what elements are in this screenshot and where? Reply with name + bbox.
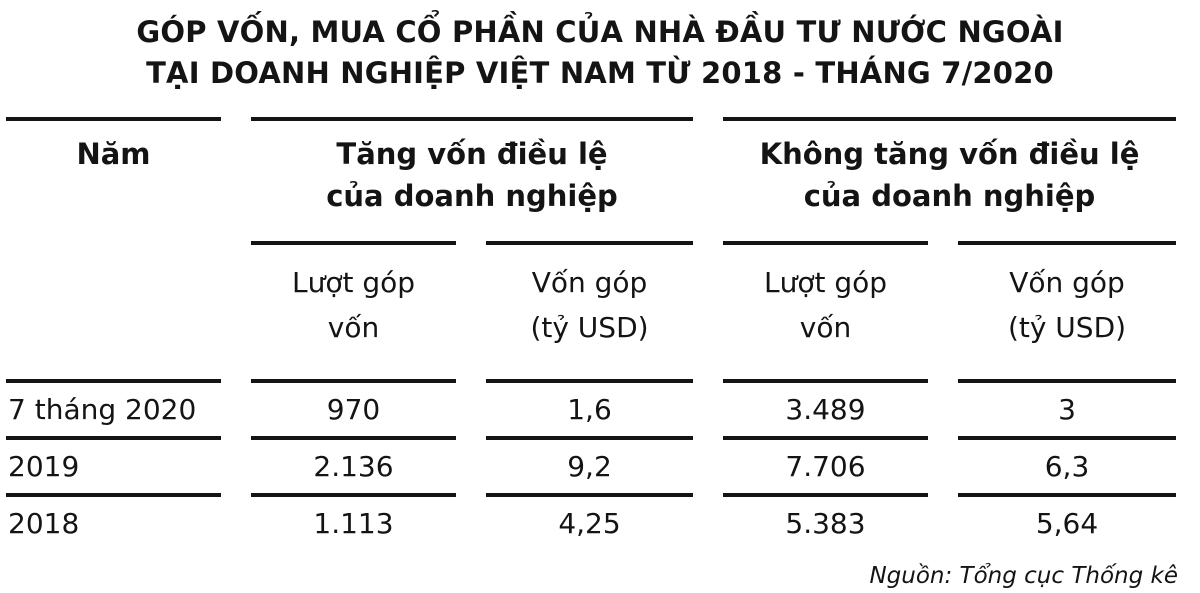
chart-title-line2: TẠI DOANH NGHIỆP VIỆT NAM TỪ 2018 - THÁN… bbox=[146, 56, 1054, 90]
row-1-value-cell: 6,3 bbox=[958, 436, 1176, 493]
row-2-value-cell: 5.383 bbox=[723, 493, 928, 550]
row-2-value-cell: 1.113 bbox=[251, 493, 456, 550]
subheader-luot-gop-von-1-line2: vốn bbox=[327, 311, 380, 344]
group-header-tang-von-line2: của doanh nghiệp bbox=[326, 179, 618, 213]
chart-title: GÓP VỐN, MUA CỔ PHẦN CỦA NHÀ ĐẦU TƯ NƯỚC… bbox=[0, 12, 1200, 94]
subheader-von-gop-1-line1: Vốn góp bbox=[531, 266, 648, 299]
row-2-value-cell: 4,25 bbox=[486, 493, 693, 550]
subheader-luot-gop-von-2-line1: Lượt góp bbox=[763, 266, 888, 299]
subheader-luot-gop-von-1-line1: Lượt góp bbox=[291, 266, 416, 299]
subheader-von-gop-1-line2: (tỷ USD) bbox=[530, 311, 649, 344]
row-0-year-cell: 7 tháng 2020 bbox=[6, 379, 221, 436]
year-column-header: Năm bbox=[6, 117, 221, 241]
subheader-luot-gop-von-2-line2: vốn bbox=[799, 311, 852, 344]
subheader-von-gop-2: Vốn góp (tỷ USD) bbox=[958, 241, 1176, 379]
group-header-tang-von-dieu-le: Tăng vốn điều lệ của doanh nghiệp bbox=[251, 117, 693, 241]
subheader-luot-gop-von-2: Lượt góp vốn bbox=[723, 241, 928, 379]
row-1-value-cell: 7.706 bbox=[723, 436, 928, 493]
group-header-khong-tang-von-line2: của doanh nghiệp bbox=[803, 179, 1096, 213]
group-header-khong-tang-von-line1: Không tăng vốn điều lệ bbox=[759, 137, 1140, 171]
row-0-value-cell: 3 bbox=[958, 379, 1176, 436]
group-header-tang-von-line1: Tăng vốn điều lệ bbox=[336, 137, 608, 171]
subheader-luot-gop-von-1: Lượt góp vốn bbox=[251, 241, 456, 379]
subheader-von-gop-2-line2: (tỷ USD) bbox=[1007, 311, 1127, 344]
subheader-spacer bbox=[6, 241, 221, 379]
row-1-value-cell: 2.136 bbox=[251, 436, 456, 493]
row-1-year-cell: 2019 bbox=[6, 436, 221, 493]
row-0-value-cell: 3.489 bbox=[723, 379, 928, 436]
row-2-value-cell: 5,64 bbox=[958, 493, 1176, 550]
source-note: Nguồn: Tổng cục Thống kê bbox=[869, 563, 1178, 589]
row-2-year-cell: 2018 bbox=[6, 493, 221, 550]
subheader-von-gop-2-line1: Vốn góp bbox=[1009, 266, 1125, 299]
data-table: Năm Tăng vốn điều lệ của doanh nghiệp Kh… bbox=[6, 117, 1200, 550]
row-1-value-cell: 9,2 bbox=[486, 436, 693, 493]
subheader-von-gop-1: Vốn góp (tỷ USD) bbox=[486, 241, 693, 379]
row-0-value-cell: 1,6 bbox=[486, 379, 693, 436]
row-0-value-cell: 970 bbox=[251, 379, 456, 436]
chart-title-line1: GÓP VỐN, MUA CỔ PHẦN CỦA NHÀ ĐẦU TƯ NƯỚC… bbox=[136, 15, 1064, 49]
group-header-khong-tang-von-dieu-le: Không tăng vốn điều lệ của doanh nghiệp bbox=[723, 117, 1176, 241]
